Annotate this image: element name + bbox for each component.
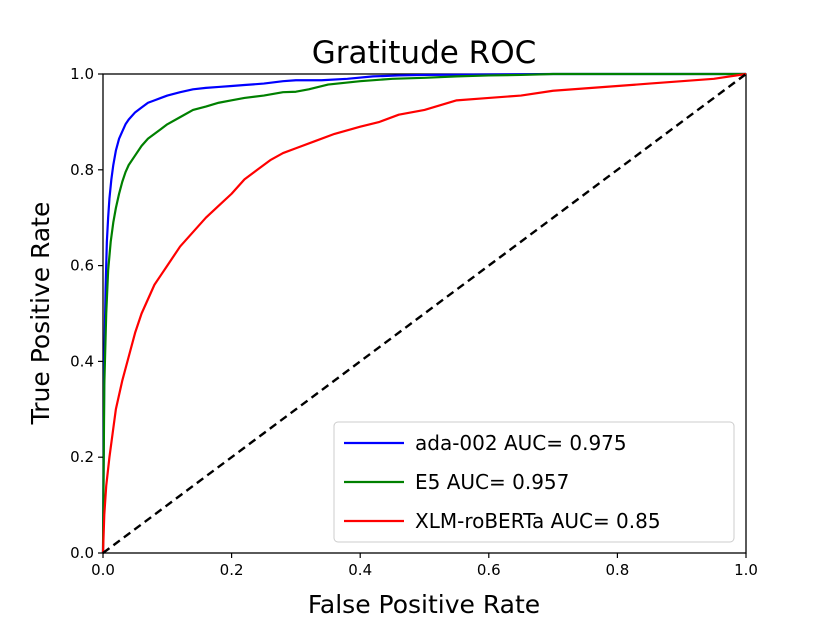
legend-box	[333, 421, 735, 543]
series-line-0	[101, 72, 746, 554]
y-tick-label: 0.6	[70, 257, 94, 275]
x-tick-label: 0.0	[91, 561, 115, 579]
chart-title: Gratitude ROC	[312, 35, 537, 71]
series-line-1	[101, 72, 746, 554]
legend-label-1: E5 AUC= 0.957	[415, 470, 569, 494]
y-tick-label: 0.4	[70, 352, 94, 370]
ticks-group: 0.0 0.2 0.4 0.6 0.8 1.0 0.0 0.2 0.4 0.6 0.8 1.0	[70, 65, 758, 579]
y-axis-label: True Positive Rate	[26, 202, 55, 426]
x-tick-label: 0.6	[477, 561, 501, 579]
x-axis-label: False Positive Rate	[308, 590, 540, 619]
y-tick-label: 0.8	[70, 161, 94, 179]
series-line-2	[101, 72, 747, 554]
legend-label-2: XLM-roBERTa AUC= 0.85	[415, 509, 661, 533]
series-group	[101, 72, 747, 554]
y-tick-label: 0.0	[70, 544, 94, 562]
legend-label-0: ada-002 AUC= 0.975	[415, 431, 627, 455]
y-tick-label: 0.2	[70, 448, 94, 466]
diagonal-reference-line	[102, 73, 747, 554]
x-tick-label: 0.8	[605, 561, 629, 579]
y-tick-label: 1.0	[70, 65, 94, 83]
legend: ada-002 AUC= 0.975 E5 AUC= 0.957 XLM-roBER…	[333, 421, 735, 543]
x-tick-label: 0.2	[220, 561, 244, 579]
x-tick-label: 0.4	[348, 561, 372, 579]
x-tick-label: 1.0	[734, 561, 758, 579]
